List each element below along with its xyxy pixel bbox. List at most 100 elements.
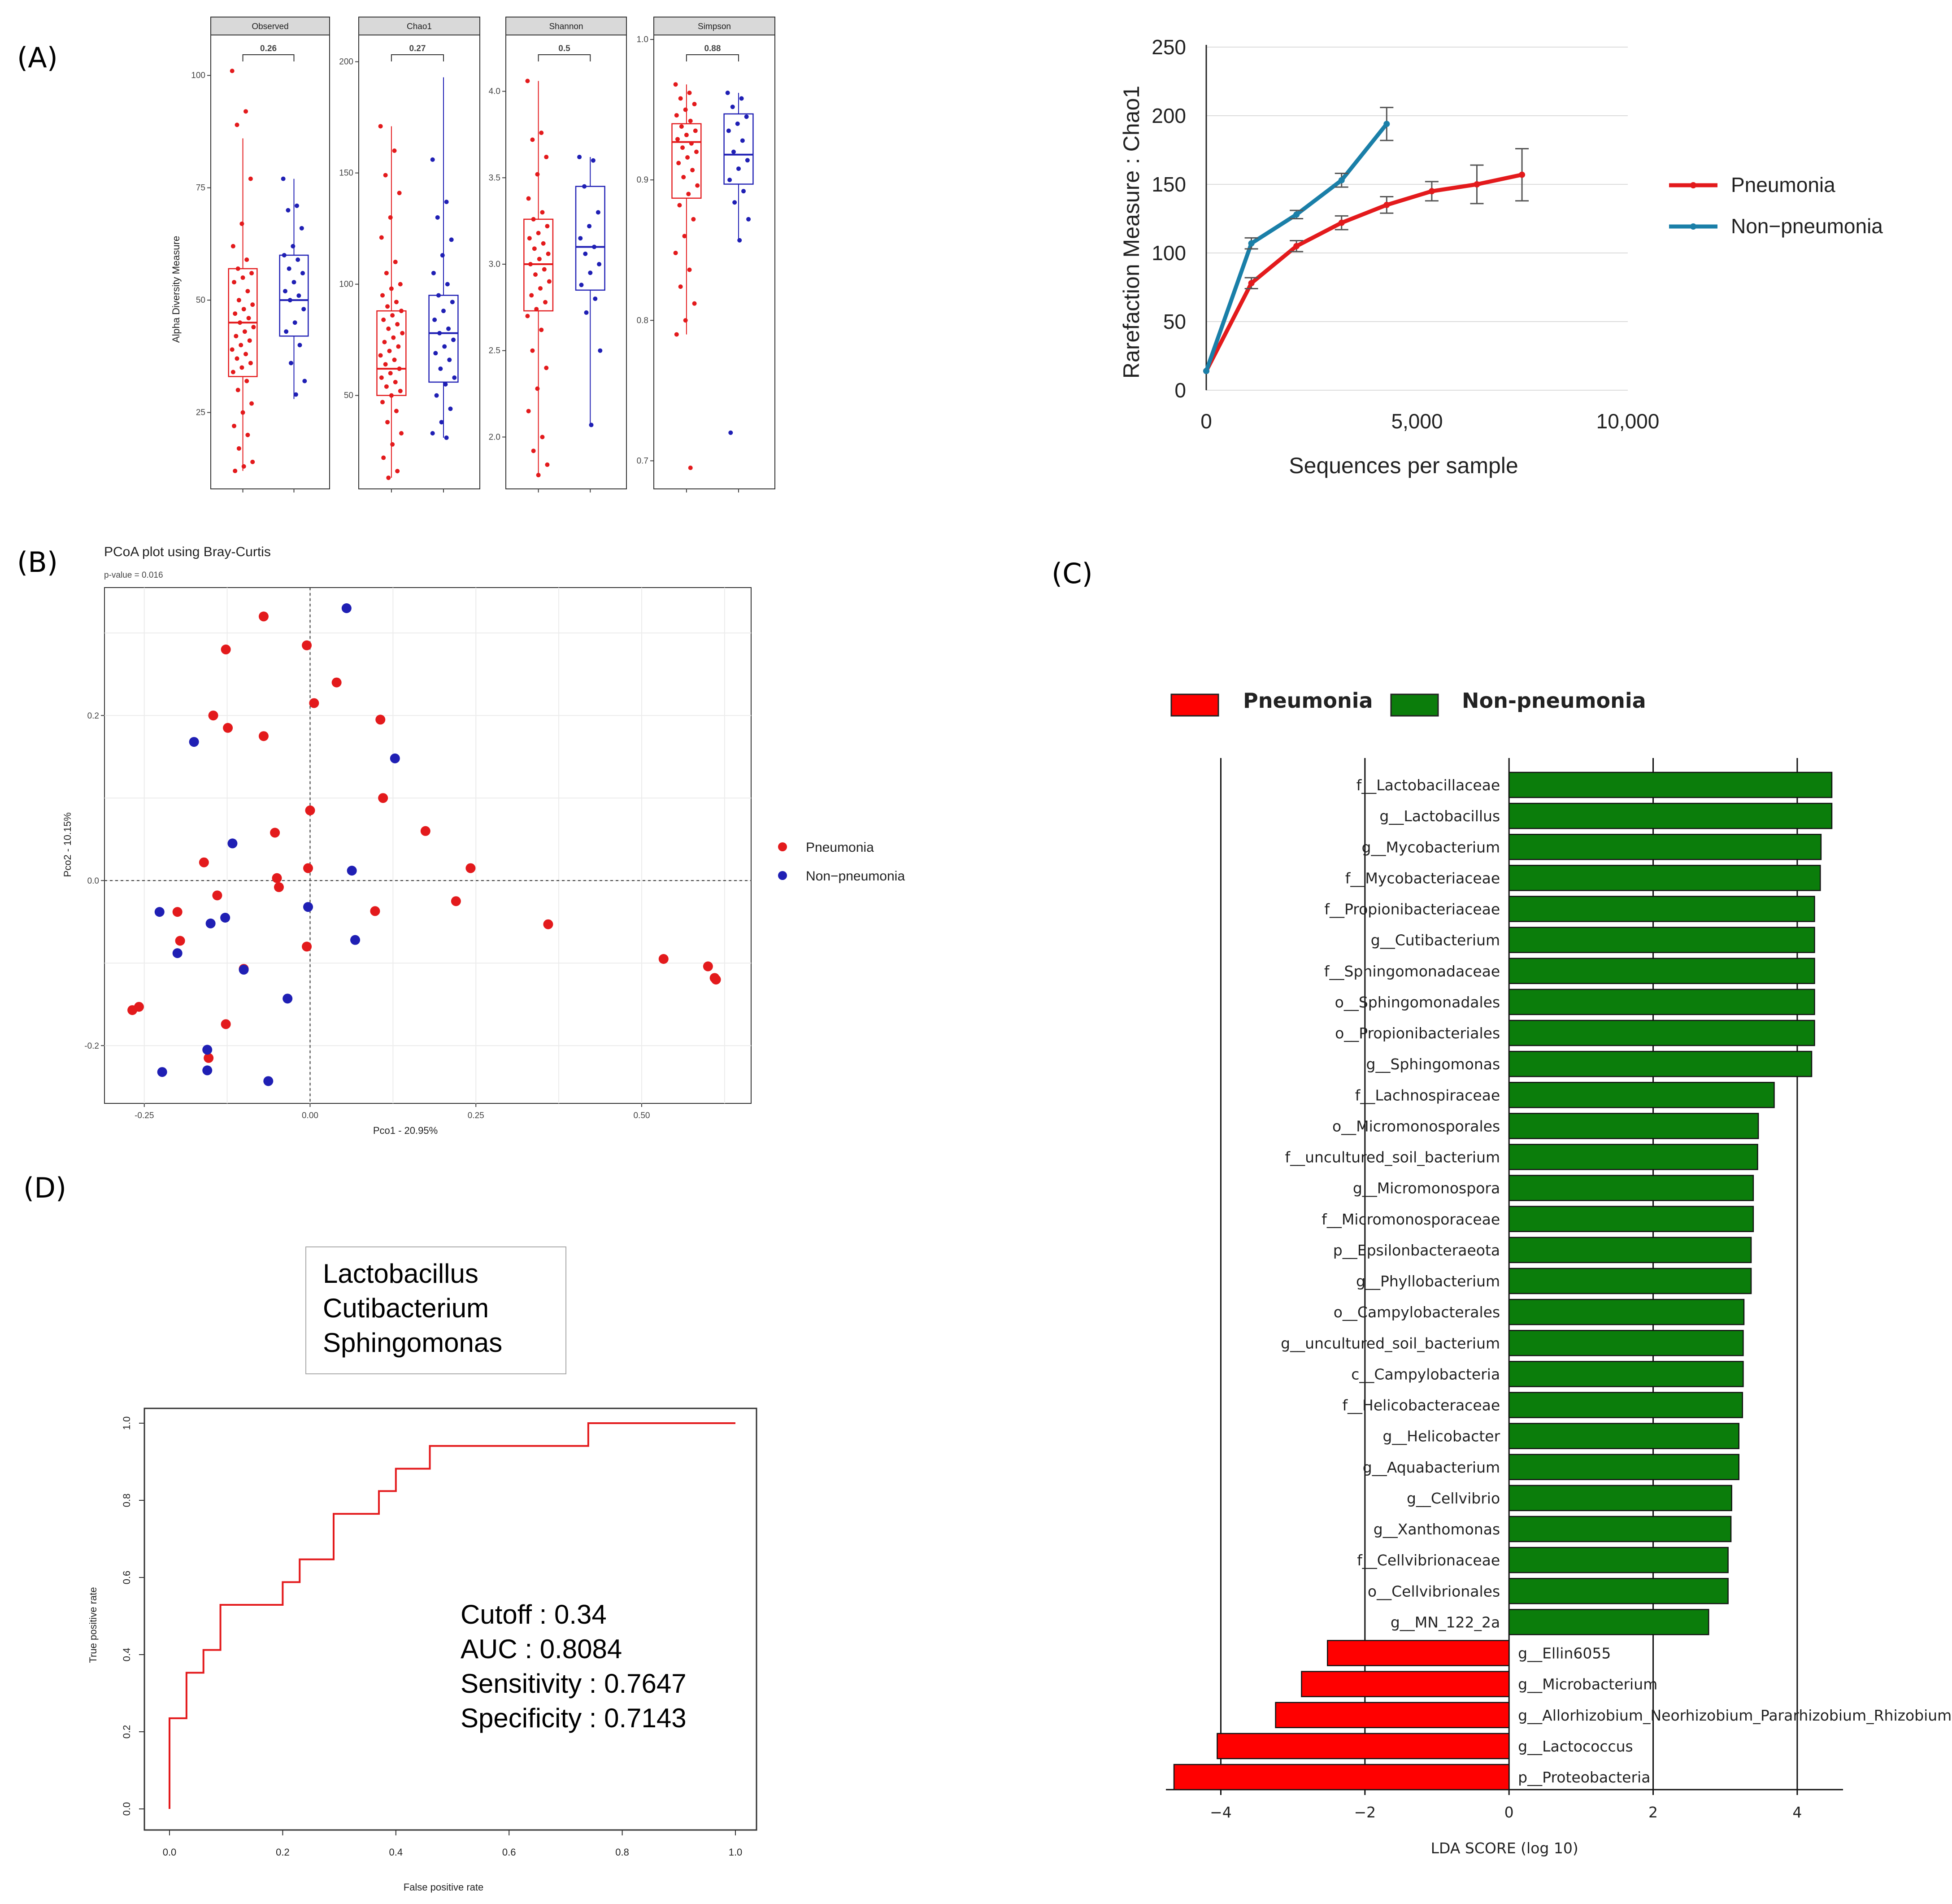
x-tick-label: 0.00	[302, 1111, 318, 1120]
pneumonia-point	[398, 388, 403, 393]
y-tick-label: 25	[196, 408, 205, 418]
roc-stat: AUC : 0.8084	[461, 1634, 622, 1664]
non_pneumonia-box	[575, 186, 605, 291]
series-point	[1293, 211, 1300, 218]
non_pneumonia-point	[440, 253, 445, 258]
p-value-label: 0.26	[260, 44, 277, 53]
lda-bar-label: f__Cellvibrionaceae	[1357, 1551, 1500, 1569]
pneumonia-point	[392, 357, 397, 362]
pneumonia-point	[688, 466, 693, 471]
scatter-point-non-pneumonia	[189, 737, 199, 747]
non_pneumonia-point	[731, 149, 736, 154]
non_pneumonia-point	[730, 105, 735, 109]
non_pneumonia-point	[598, 348, 603, 353]
pneumonia-point	[535, 386, 540, 391]
roc-stat: Sensitivity : 0.7647	[461, 1669, 687, 1699]
lda-bar	[1508, 1237, 1752, 1264]
pneumonia-point	[399, 431, 404, 436]
legend-label-non-pneumonia: Non-pneumonia	[1462, 688, 1646, 713]
non_pneumonia-point	[451, 337, 456, 342]
non_pneumonia-point	[577, 155, 582, 160]
y-tick-label: 0.8	[121, 1494, 132, 1508]
pneumonia-point	[238, 320, 243, 325]
lda-bar-label: o__Propionibacteriales	[1335, 1024, 1500, 1042]
lda-bar	[1508, 1268, 1752, 1294]
scatter-point-non-pneumonia	[202, 1065, 213, 1076]
pneumonia-point	[536, 231, 541, 235]
pneumonia-point	[393, 379, 398, 384]
non_pneumonia-point	[450, 300, 455, 305]
non_pneumonia-point	[597, 262, 602, 266]
series-point	[1383, 121, 1390, 127]
scatter-point-non-pneumonia	[350, 935, 361, 945]
scatter-point-pneumonia	[305, 805, 315, 815]
pneumonia-point	[390, 442, 395, 447]
lda-bar-label: p__Proteobacteria	[1518, 1769, 1650, 1786]
lda-bar-label: g__Helicobacter	[1382, 1428, 1500, 1445]
non_pneumonia-point	[582, 184, 587, 189]
non_pneumonia-point	[293, 392, 298, 397]
x-tick-label: 1.0	[729, 1847, 743, 1858]
lda-bar	[1301, 1671, 1510, 1697]
panel-label-b: (B)	[17, 546, 58, 579]
x-tick-label: 0.25	[468, 1111, 484, 1120]
non_pneumonia-point	[301, 307, 306, 312]
series-point	[1428, 188, 1435, 195]
pneumonia-point	[385, 304, 390, 309]
lda-bar	[1508, 1082, 1775, 1108]
lda-bar	[1508, 1113, 1759, 1139]
y-tick-label: 100	[339, 280, 353, 289]
lda-bar-label: g__MN_122_2a	[1391, 1613, 1500, 1631]
pneumonia-point	[239, 221, 244, 226]
pneumonia-point	[242, 329, 247, 334]
lda-bar	[1508, 771, 1833, 798]
y-tick-label: 50	[344, 391, 353, 401]
pneumonia-point	[245, 432, 250, 437]
non_pneumonia-point	[302, 379, 307, 383]
non_pneumonia-box	[279, 254, 309, 337]
scatter-point-pneumonia	[208, 710, 218, 721]
scatter-point-pneumonia	[223, 723, 233, 733]
pneumonia-point	[538, 286, 543, 291]
y-tick-label: 3.0	[489, 260, 500, 269]
non_pneumonia-point	[744, 114, 749, 119]
lda-bar	[1508, 1144, 1758, 1170]
non_pneumonia-point	[433, 351, 438, 356]
non_pneumonia-point	[436, 293, 441, 298]
y-tick-label: 0.7	[637, 456, 648, 466]
y-tick-label: 0.2	[87, 711, 99, 721]
lda-bar-label: g__Micromonospora	[1353, 1180, 1500, 1197]
scatter-point-pneumonia	[331, 677, 342, 688]
lda-bar-label: o__Campylobacterales	[1334, 1303, 1500, 1321]
lda-bar	[1508, 802, 1833, 829]
pneumonia-point	[544, 155, 549, 160]
pcoa-subtitle: p-value = 0.016	[104, 571, 163, 580]
pneumonia-point	[680, 145, 685, 150]
x-tick-label: 0.4	[389, 1847, 403, 1858]
pneumonia-point	[681, 174, 686, 179]
pneumonia-point	[244, 257, 249, 262]
lda-bar-label: f__Micromonosporaceae	[1322, 1211, 1500, 1228]
legend-dot	[1690, 223, 1696, 230]
lda-bar	[1508, 865, 1821, 891]
panel-label-d: (D)	[23, 1172, 66, 1204]
non_pneumonia-point	[732, 200, 737, 205]
significance-bracket	[242, 54, 295, 61]
pneumonia-point	[380, 400, 385, 405]
pneumonia-point	[541, 241, 546, 246]
pneumonia-point	[688, 118, 693, 123]
pneumonia-point	[530, 137, 535, 142]
facet-frame	[505, 35, 627, 489]
non_pneumonia-point	[432, 318, 437, 322]
lda-bar-label: f__Sphingomonadaceae	[1324, 963, 1500, 980]
x-tick-label: 10,000	[1596, 410, 1660, 433]
pneumonia-point	[675, 137, 680, 142]
pneumonia-point	[230, 370, 235, 375]
y-tick-label: 4.0	[489, 87, 500, 96]
lda-bar-label: g__Allorhizobium_Neorhizobium_Pararhizob…	[1518, 1707, 1952, 1724]
pneumonia-point	[235, 356, 239, 361]
scatter-point-pneumonia	[204, 1053, 214, 1063]
pneumonia-point	[246, 316, 251, 321]
non_pneumonia-box	[428, 295, 459, 383]
pneumonia-point	[390, 313, 395, 318]
